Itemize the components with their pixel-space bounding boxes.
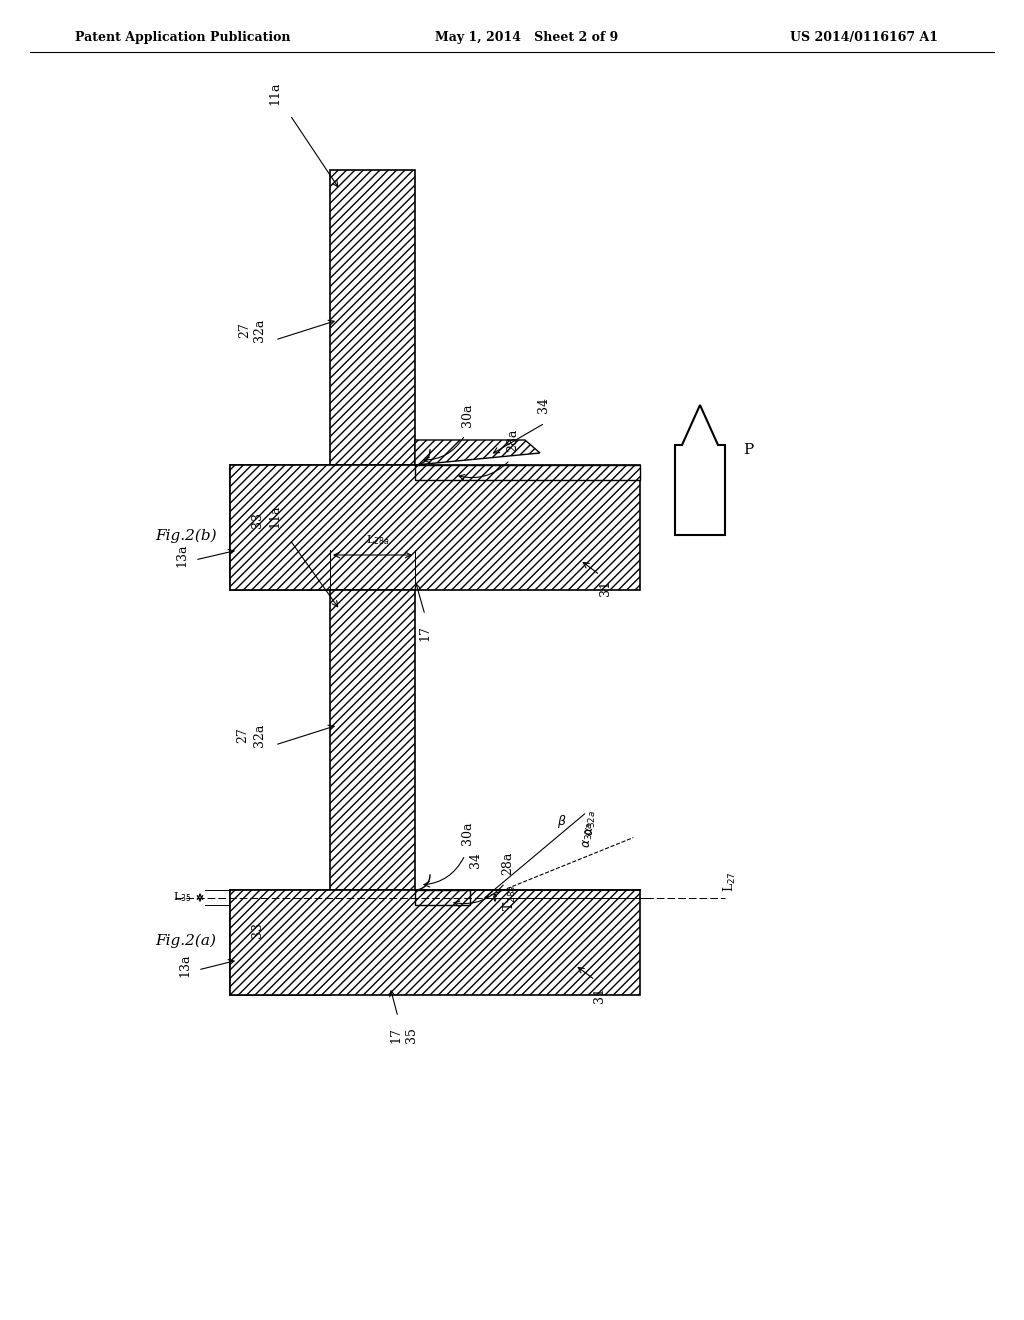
Text: 34: 34: [469, 851, 481, 869]
Text: $\alpha_{30a}$: $\alpha_{30a}$: [583, 821, 595, 847]
Text: 11a: 11a: [268, 82, 282, 106]
Text: 28a: 28a: [507, 429, 519, 451]
Text: 27: 27: [239, 322, 252, 338]
Text: 33: 33: [252, 512, 264, 528]
Text: 31: 31: [594, 987, 606, 1003]
Polygon shape: [230, 890, 640, 995]
Polygon shape: [330, 590, 415, 890]
Text: Fig.2(b): Fig.2(b): [155, 528, 217, 543]
Text: Patent Application Publication: Patent Application Publication: [75, 30, 291, 44]
Polygon shape: [415, 890, 470, 906]
Polygon shape: [330, 170, 415, 465]
Text: 11a: 11a: [268, 504, 282, 528]
Text: 17: 17: [419, 624, 431, 642]
Text: $\alpha_{32a}$: $\alpha_{32a}$: [585, 810, 598, 836]
Text: Fig.2(a): Fig.2(a): [155, 933, 216, 948]
Polygon shape: [415, 440, 540, 465]
Text: US 2014/0116167 A1: US 2014/0116167 A1: [790, 30, 938, 44]
Text: 17: 17: [389, 1027, 402, 1043]
Text: L$_{27}$: L$_{27}$: [722, 871, 738, 892]
Polygon shape: [230, 890, 330, 995]
Text: 33: 33: [252, 921, 264, 939]
Polygon shape: [230, 465, 330, 590]
Text: 35: 35: [406, 1027, 419, 1043]
Text: L$_{35}$: L$_{35}$: [173, 891, 193, 904]
Text: 34: 34: [537, 397, 550, 413]
Text: $\beta$: $\beta$: [557, 813, 566, 830]
Text: 27: 27: [237, 727, 250, 743]
Text: 13a: 13a: [175, 544, 188, 566]
Text: May 1, 2014   Sheet 2 of 9: May 1, 2014 Sheet 2 of 9: [435, 30, 618, 44]
Text: 28a: 28a: [502, 851, 514, 875]
Text: 13a: 13a: [178, 953, 191, 977]
Text: L$_{28a}$: L$_{28a}$: [366, 533, 389, 546]
Text: 30a: 30a: [461, 821, 473, 845]
Polygon shape: [230, 465, 640, 590]
Text: 30a: 30a: [461, 404, 473, 426]
Text: 32a: 32a: [254, 723, 266, 747]
Text: 32a: 32a: [254, 318, 266, 342]
Text: P: P: [743, 444, 754, 457]
Text: T$_{28a}$: T$_{28a}$: [502, 884, 518, 911]
Polygon shape: [675, 405, 725, 535]
Polygon shape: [415, 465, 640, 480]
Text: 31: 31: [598, 579, 611, 597]
